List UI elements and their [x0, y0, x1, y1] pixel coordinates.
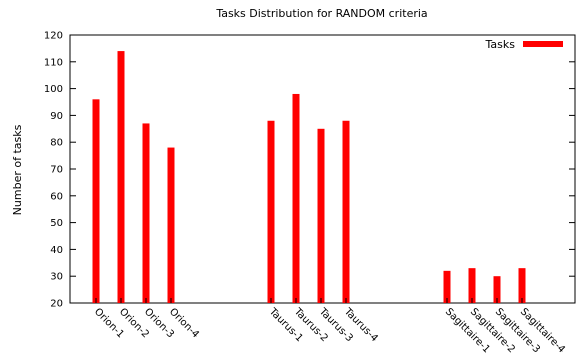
x-tick-label: Sagittaire-1: [443, 306, 492, 355]
bar-orion-4: [168, 148, 175, 303]
y-tick-label: 40: [50, 245, 63, 256]
legend: Tasks: [485, 38, 563, 51]
y-axis-label: Number of tasks: [11, 124, 24, 215]
y-tick-label: 20: [50, 299, 63, 310]
y-tick-label: 80: [50, 138, 63, 149]
bar-orion-1: [93, 99, 100, 303]
legend-label: Tasks: [485, 38, 516, 51]
bar-orion-2: [118, 51, 125, 303]
chart-title: Tasks Distribution for RANDOM criteria: [215, 7, 427, 20]
y-tick-label: 110: [44, 57, 63, 68]
y-tick-label: 30: [50, 272, 63, 283]
y-tick-label: 60: [50, 191, 63, 202]
bar-orion-3: [143, 123, 150, 303]
bar-taurus-3: [318, 129, 325, 303]
bar-series: [93, 51, 526, 303]
y-tick-label: 120: [44, 31, 63, 42]
y-tick-label: 70: [50, 165, 63, 176]
y-tick-label: 90: [50, 111, 63, 122]
bar-taurus-4: [343, 121, 350, 303]
y-tick-label: 100: [44, 84, 63, 95]
bar-sagittaire-2: [469, 268, 476, 303]
bar-sagittaire-4: [519, 268, 526, 303]
legend-swatch: [523, 41, 563, 47]
bar-taurus-2: [293, 94, 300, 303]
bar-taurus-1: [268, 121, 275, 303]
y-tick-label: 50: [50, 218, 63, 229]
